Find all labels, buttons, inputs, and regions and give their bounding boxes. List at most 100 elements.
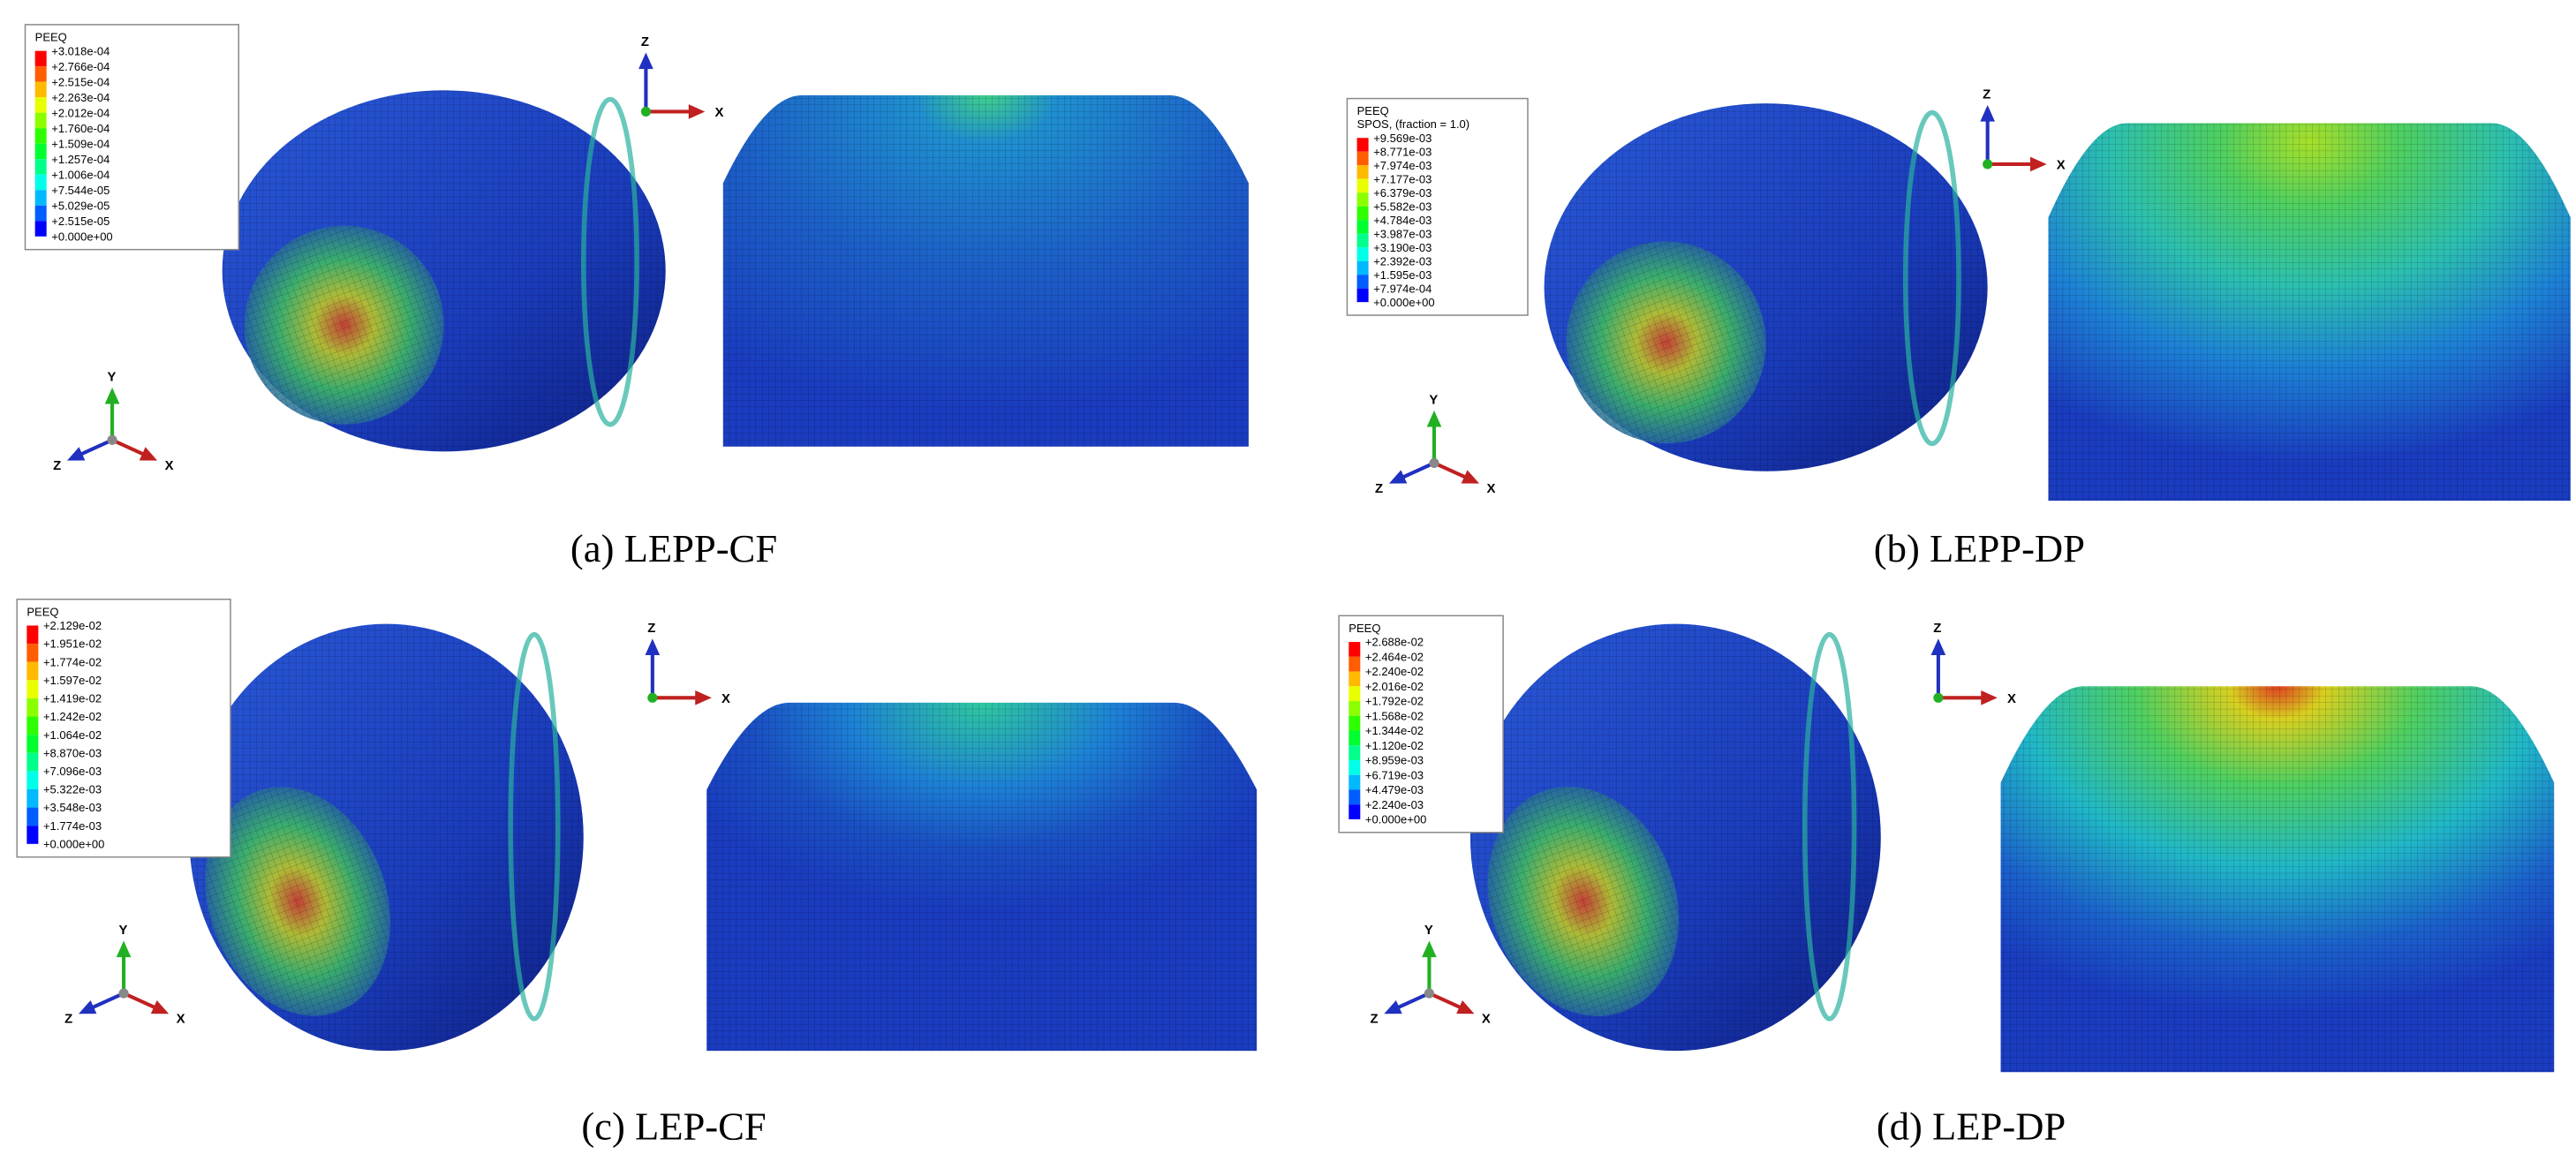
legend-swatch bbox=[26, 735, 39, 753]
section-mesh bbox=[722, 94, 1249, 447]
triad-label: Z bbox=[64, 1013, 72, 1027]
triad-label: Y bbox=[119, 924, 128, 938]
legend-swatch bbox=[34, 112, 47, 129]
legend-label: +7.096e-03 bbox=[43, 765, 102, 778]
legend-label: +1.419e-02 bbox=[43, 692, 102, 705]
legend-swatch bbox=[1348, 671, 1361, 687]
legend-label: +2.766e-04 bbox=[51, 60, 110, 73]
legend-swatch bbox=[1348, 759, 1361, 775]
legend-subtitle: SPOS, (fraction = 1.0) bbox=[1357, 117, 1470, 131]
legend-swatch bbox=[34, 205, 47, 222]
legend-swatch bbox=[1348, 686, 1361, 702]
legend-label: +1.509e-04 bbox=[51, 137, 110, 150]
body-rim bbox=[1902, 109, 1961, 447]
body-rim bbox=[1802, 631, 1857, 1022]
legend-label: +1.064e-02 bbox=[43, 728, 102, 742]
caption: (d) LEP-DP bbox=[1877, 1105, 2066, 1149]
legend-label: +1.774e-02 bbox=[43, 655, 102, 668]
triad-head bbox=[1388, 470, 1408, 484]
triad-label: X bbox=[721, 692, 730, 706]
legend-swatch bbox=[34, 128, 47, 144]
triad-head bbox=[688, 104, 706, 119]
legend-label: +1.242e-02 bbox=[43, 710, 102, 723]
triad-label: X bbox=[2007, 692, 2016, 706]
triad-label: Z bbox=[641, 35, 649, 49]
legend-swatch bbox=[1356, 165, 1369, 179]
legend-label: +1.760e-04 bbox=[51, 122, 110, 135]
legend-label: +1.120e-02 bbox=[1365, 739, 1424, 752]
triad-head bbox=[150, 999, 170, 1014]
legend-label: +2.012e-04 bbox=[51, 106, 110, 119]
triad-label: Z bbox=[1933, 622, 1941, 636]
legend-label: +1.792e-02 bbox=[1365, 695, 1424, 708]
legend-swatch bbox=[1356, 260, 1369, 275]
legend-swatch bbox=[1348, 730, 1361, 746]
triad-label: Y bbox=[1424, 924, 1433, 938]
caption: (b) LEPP-DP bbox=[1874, 526, 2085, 570]
legend-label: +0.000e+00 bbox=[51, 230, 112, 243]
body-rim bbox=[581, 96, 639, 427]
triad-origin bbox=[118, 988, 129, 999]
triad-head bbox=[79, 999, 97, 1014]
triad-axis bbox=[123, 992, 161, 1012]
legend-label: +1.774e-03 bbox=[43, 819, 102, 833]
triad-label: Z bbox=[1370, 1013, 1378, 1027]
triad-label: Z bbox=[53, 459, 61, 473]
legend-label: +7.974e-03 bbox=[1373, 159, 1432, 172]
legend-swatch bbox=[1356, 206, 1369, 221]
legend-label: +2.016e-02 bbox=[1365, 680, 1424, 693]
legend-swatch bbox=[26, 698, 39, 717]
legend-title: PEEQ bbox=[26, 605, 58, 618]
legend-label: +7.177e-03 bbox=[1373, 172, 1432, 185]
legend-box bbox=[1346, 97, 1529, 316]
legend-box bbox=[16, 598, 231, 858]
legend-label: +1.257e-04 bbox=[51, 153, 110, 166]
legend-label: +2.464e-02 bbox=[1365, 650, 1424, 663]
legend-label: +6.379e-03 bbox=[1373, 186, 1432, 200]
legend-box bbox=[1338, 615, 1504, 833]
triad-axis bbox=[1392, 992, 1431, 1012]
triad-head bbox=[139, 447, 158, 461]
legend-label: +2.240e-03 bbox=[1365, 798, 1424, 811]
body-face-mesh bbox=[1566, 241, 1766, 444]
triad-label: Z bbox=[647, 622, 655, 636]
triad-label: Y bbox=[107, 370, 116, 384]
legend-swatch bbox=[1356, 178, 1369, 193]
legend-title: PEEQ bbox=[1348, 622, 1380, 635]
legend-swatch bbox=[26, 680, 39, 698]
legend-swatch bbox=[34, 221, 47, 237]
triad-label: X bbox=[1482, 1013, 1491, 1027]
legend-swatch bbox=[34, 50, 47, 67]
legend-swatch bbox=[34, 143, 47, 160]
body-face-mesh bbox=[244, 225, 444, 425]
legend-label: +0.000e+00 bbox=[1365, 813, 1426, 826]
legend-label: +3.190e-03 bbox=[1373, 241, 1432, 254]
triad-head bbox=[116, 940, 132, 958]
legend-swatch bbox=[1356, 138, 1369, 152]
legend-label: +6.719e-03 bbox=[1365, 768, 1424, 781]
legend-label: +2.263e-04 bbox=[51, 91, 110, 104]
triad-label: Y bbox=[1429, 393, 1438, 407]
section-mesh bbox=[2048, 123, 2571, 502]
legend-label: +5.582e-03 bbox=[1373, 200, 1432, 213]
legend-label: +5.029e-05 bbox=[51, 199, 110, 212]
triad-origin bbox=[1424, 988, 1434, 999]
legend-label: +3.548e-03 bbox=[43, 801, 102, 814]
legend-swatch bbox=[1348, 804, 1361, 819]
legend-label: +2.129e-02 bbox=[43, 619, 102, 632]
triad-head bbox=[1980, 105, 1995, 122]
legend-label: +1.006e-04 bbox=[51, 168, 110, 181]
triad-label: X bbox=[1487, 482, 1496, 496]
legend-label: +8.959e-03 bbox=[1365, 754, 1424, 767]
legend-title: PEEQ bbox=[35, 30, 67, 43]
legend-label: +0.000e+00 bbox=[43, 837, 104, 850]
legend-swatch bbox=[1348, 774, 1361, 790]
legend-label: +2.515e-04 bbox=[51, 75, 110, 88]
triad-head bbox=[1456, 999, 1475, 1014]
legend-swatch bbox=[1348, 745, 1361, 760]
triad-origin bbox=[1933, 692, 1944, 703]
legend-swatch bbox=[1356, 247, 1369, 261]
legend-swatch bbox=[1356, 192, 1369, 207]
triad-head bbox=[1981, 690, 1998, 705]
